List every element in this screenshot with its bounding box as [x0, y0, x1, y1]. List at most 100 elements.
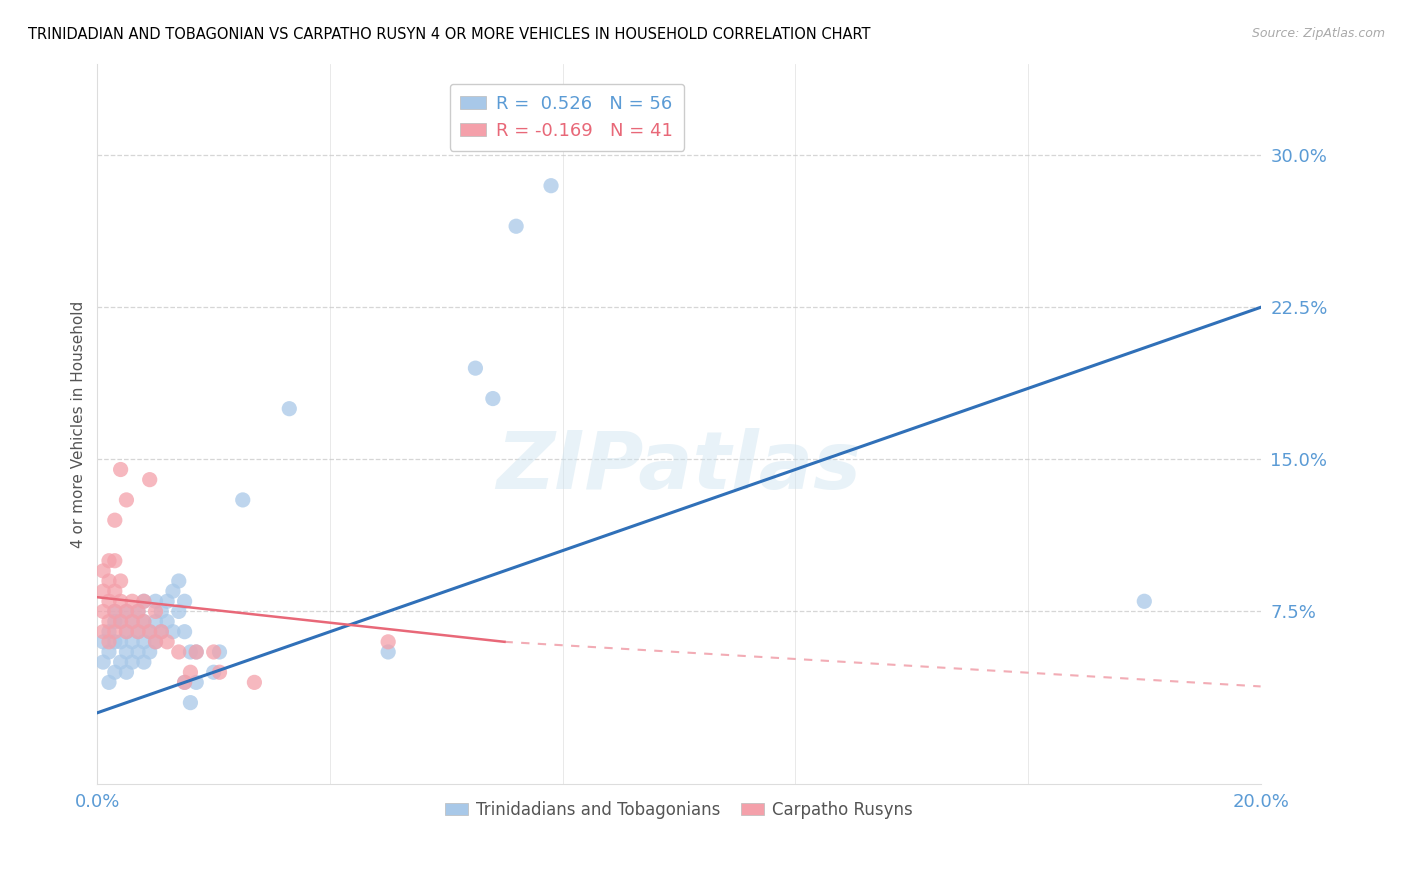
Point [110, 594, 132, 608]
Point [98, 594, 121, 608]
Point [121, 594, 143, 608]
Point [110, 655, 132, 669]
Point [145, 635, 167, 649]
Point [132, 615, 155, 629]
Point [91, 604, 114, 618]
Text: TRINIDADIAN AND TOBAGONIAN VS CARPATHO RUSYN 4 OR MORE VEHICLES IN HOUSEHOLD COR: TRINIDADIAN AND TOBAGONIAN VS CARPATHO R… [28, 27, 870, 42]
Point [173, 624, 195, 639]
Point [243, 675, 266, 690]
Point [132, 615, 155, 629]
Point [121, 635, 143, 649]
Point [104, 604, 127, 618]
Point [173, 675, 195, 690]
Point [127, 604, 149, 618]
Point [173, 675, 195, 690]
Point [104, 615, 127, 629]
Point [179, 665, 201, 680]
Point [156, 594, 179, 608]
Point [138, 624, 160, 639]
Point [91, 584, 114, 599]
Point [98, 635, 121, 649]
Point [98, 645, 121, 659]
Point [150, 624, 173, 639]
Point [145, 604, 167, 618]
Point [145, 615, 167, 629]
Point [127, 645, 149, 659]
Point [98, 554, 121, 568]
Point [232, 492, 254, 507]
Point [115, 604, 138, 618]
Point [104, 665, 127, 680]
Point [104, 554, 127, 568]
Point [104, 635, 127, 649]
Point [115, 645, 138, 659]
Point [162, 584, 184, 599]
Point [132, 594, 155, 608]
Point [162, 624, 184, 639]
Point [110, 574, 132, 588]
Point [91, 624, 114, 639]
Point [464, 361, 486, 376]
Point [167, 645, 190, 659]
Point [377, 635, 399, 649]
Point [121, 615, 143, 629]
Point [110, 615, 132, 629]
Point [1133, 594, 1156, 608]
Point [145, 635, 167, 649]
Point [173, 594, 195, 608]
Point [156, 635, 179, 649]
Point [208, 665, 231, 680]
Point [127, 624, 149, 639]
Point [132, 655, 155, 669]
Point [132, 635, 155, 649]
Point [91, 655, 114, 669]
Point [186, 675, 208, 690]
Point [505, 219, 527, 234]
Point [121, 655, 143, 669]
Text: Source: ZipAtlas.com: Source: ZipAtlas.com [1251, 27, 1385, 40]
Point [115, 665, 138, 680]
Point [98, 574, 121, 588]
Point [202, 645, 225, 659]
Point [208, 645, 231, 659]
Point [540, 178, 562, 193]
Point [127, 624, 149, 639]
Point [377, 645, 399, 659]
Point [482, 392, 505, 406]
Point [110, 615, 132, 629]
Point [138, 624, 160, 639]
Point [104, 513, 127, 527]
Point [110, 635, 132, 649]
Point [167, 604, 190, 618]
Point [186, 645, 208, 659]
Point [145, 594, 167, 608]
Point [110, 462, 132, 476]
Point [91, 635, 114, 649]
Legend: Trinidadians and Tobagonians, Carpatho Rusyns: Trinidadians and Tobagonians, Carpatho R… [439, 795, 920, 826]
Point [115, 604, 138, 618]
Point [179, 645, 201, 659]
Point [150, 604, 173, 618]
Point [115, 492, 138, 507]
Point [278, 401, 301, 416]
Point [98, 624, 121, 639]
Y-axis label: 4 or more Vehicles in Household: 4 or more Vehicles in Household [72, 301, 86, 548]
Point [104, 624, 127, 639]
Text: ZIPatlas: ZIPatlas [496, 428, 862, 506]
Point [138, 645, 160, 659]
Point [150, 624, 173, 639]
Point [132, 594, 155, 608]
Point [138, 473, 160, 487]
Point [179, 696, 201, 710]
Point [167, 574, 190, 588]
Point [98, 615, 121, 629]
Point [104, 604, 127, 618]
Point [104, 584, 127, 599]
Point [98, 675, 121, 690]
Point [156, 615, 179, 629]
Point [115, 624, 138, 639]
Point [127, 604, 149, 618]
Point [91, 564, 114, 578]
Point [186, 645, 208, 659]
Point [121, 615, 143, 629]
